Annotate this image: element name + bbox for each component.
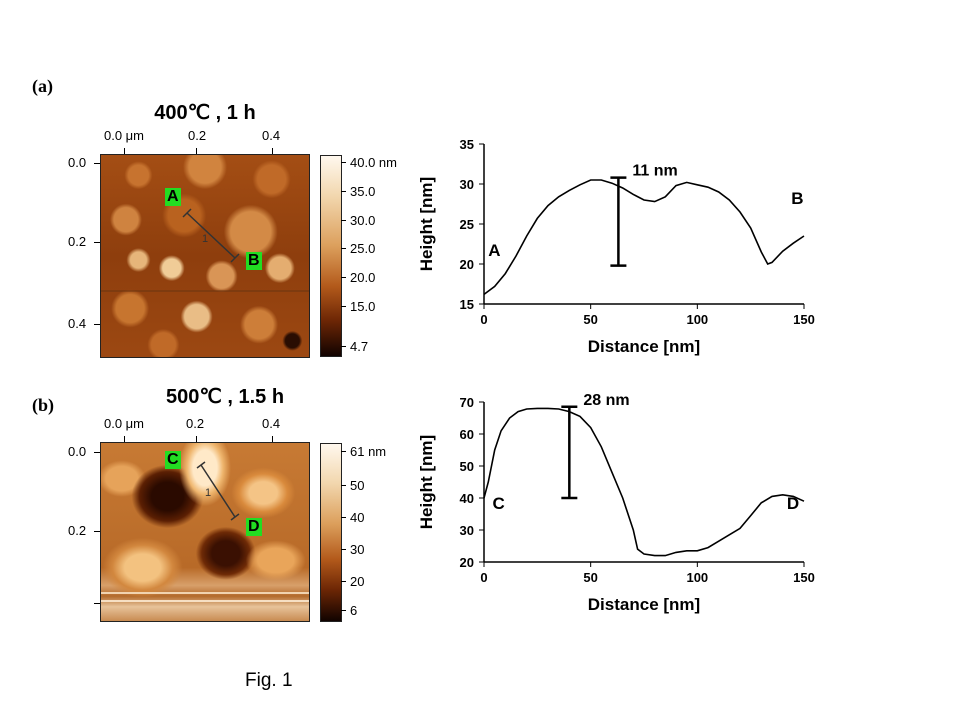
- y-axis-title: Height [nm]: [417, 435, 436, 529]
- height-profile-chart-a: 0 50 100 150 15 20 25 30 35 Distance [nm] Height […: [417, 137, 815, 356]
- afm-a-profile-line: [101, 208, 309, 292]
- afm-a-ytick-2: 0.4: [68, 316, 87, 331]
- x-tick-label: 0: [480, 570, 487, 585]
- afm-a-cb-tick-6: 4.7: [350, 339, 369, 354]
- panel-b-label: (b): [32, 395, 54, 415]
- marker-d: D: [246, 518, 262, 536]
- x-tick-label: 50: [583, 312, 597, 327]
- y-tick-label: 35: [460, 137, 474, 152]
- y-tick-label: 25: [460, 217, 474, 232]
- profile-start-label: A: [488, 241, 500, 260]
- afm-b-height-image: 1: [100, 442, 310, 622]
- profile-end-label: B: [791, 189, 803, 208]
- afm-b-line-number: 1: [205, 487, 212, 499]
- afm-a-xtick-1: 0.2: [188, 128, 207, 143]
- afm-a-height-image: 1: [100, 154, 310, 358]
- marker-c: C: [165, 451, 181, 469]
- profile-end-label: D: [787, 494, 799, 513]
- afm-a-cb-tick-2: 30.0: [350, 213, 376, 228]
- afm-b-xtick-1: 0.2: [186, 416, 205, 431]
- y-tick-label: 40: [460, 491, 474, 506]
- afm-b-ytick-0: 0.0: [68, 444, 87, 459]
- y-tick-label: 30: [460, 177, 474, 192]
- x-tick-label: 0: [480, 312, 487, 327]
- afm-b-cb-tick-4: 20: [350, 574, 365, 589]
- afm-b-cb-tick-2: 40: [350, 510, 365, 525]
- height-difference-label: 28 nm: [583, 392, 629, 409]
- y-tick-label: 60: [460, 427, 474, 442]
- x-tick-label: 50: [583, 570, 597, 585]
- afm-b-title: 500℃ , 1.5 h: [165, 386, 285, 408]
- afm-b-cb-tick-5: 6: [350, 603, 358, 618]
- afm-a-xtick-0: 0.0 μm: [104, 128, 145, 143]
- x-tick-label: 150: [793, 570, 815, 585]
- afm-a-ytick-1: 0.2: [68, 234, 87, 249]
- y-tick-label: 20: [460, 257, 474, 272]
- afm-b-colorbar: [320, 443, 342, 622]
- afm-a-xtick-2: 0.4: [262, 128, 281, 143]
- figure-caption: Fig. 1: [245, 670, 293, 691]
- afm-b-cb-tick-0: 61 nm: [350, 444, 387, 459]
- afm-a-cb-tick-5: 15.0: [350, 299, 376, 314]
- profile-start-label: C: [493, 494, 505, 513]
- x-axis-title: Distance [nm]: [588, 595, 700, 614]
- height-profile-series: [483, 179, 805, 296]
- afm-a-cb-tick-4: 20.0: [350, 270, 376, 285]
- afm-b-cb-tick-1: 50: [350, 478, 365, 493]
- marker-a: A: [165, 188, 181, 206]
- height-difference-label: 11 nm: [632, 163, 677, 180]
- y-tick-label: 70: [460, 395, 474, 410]
- x-tick-label: 150: [793, 312, 815, 327]
- afm-a-title: 400℃ , 1 h: [154, 102, 256, 124]
- x-axis-title: Distance [nm]: [588, 337, 700, 356]
- y-axis-title: Height [nm]: [417, 177, 436, 271]
- afm-a-ytick-0: 0.0: [68, 155, 87, 170]
- height-profile-chart-b: 0 50 100 150 20 30 40 50 60 70 Distance [nm] Height…: [417, 392, 815, 614]
- height-profile-series: [483, 407, 805, 557]
- x-tick-label: 100: [686, 570, 708, 585]
- afm-b-cb-tick-3: 30: [350, 542, 365, 557]
- afm-a-cb-tick-0: 40.0 nm: [350, 155, 397, 170]
- y-tick-label: 50: [460, 459, 474, 474]
- y-tick-label: 30: [460, 523, 474, 538]
- x-tick-label: 100: [686, 312, 708, 327]
- panel-a-label: (a): [32, 76, 53, 96]
- afm-b-xtick-0: 0.0 μm: [104, 416, 145, 431]
- y-tick-label: 15: [460, 297, 474, 312]
- afm-b-ytick-1: 0.2: [68, 523, 87, 538]
- afm-a-cb-tick-1: 35.0: [350, 184, 376, 199]
- y-tick-label: 20: [460, 555, 474, 570]
- afm-a-cb-tick-3: 25.0: [350, 241, 376, 256]
- marker-b: B: [246, 252, 262, 270]
- afm-b-profile-line: [101, 461, 309, 602]
- afm-b-xtick-2: 0.4: [262, 416, 281, 431]
- afm-a-colorbar: [320, 155, 342, 357]
- afm-a-line-number: 1: [202, 233, 209, 245]
